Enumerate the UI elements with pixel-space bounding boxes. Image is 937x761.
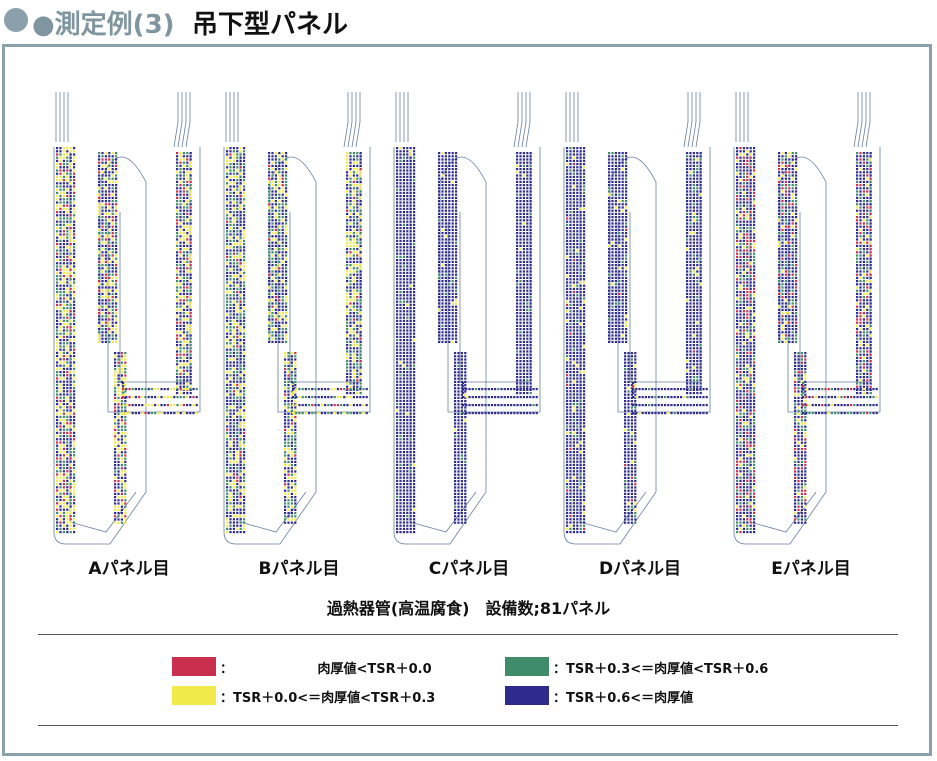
panel-diagram-a [53, 92, 201, 545]
figure-caption: 過熱器管(高温腐食) 設備数;81パネル [326, 599, 611, 618]
panel-label-c: Cパネル目 [428, 559, 510, 579]
panel-diagram-d [563, 92, 711, 545]
legend-text-green: ：TSR＋0.3<＝肉厚値<TSR＋0.6 [553, 662, 769, 677]
legend-item-red: ： 肉厚値<TSR＋0.0 [172, 657, 472, 677]
legend-item-green: ：TSR＋0.3<＝肉厚値<TSR＋0.6 [505, 657, 805, 677]
panel-diagram-c [393, 92, 541, 545]
legend-item-blue: ：TSR＋0.6<＝肉厚値 [505, 686, 805, 706]
legend-text-yellow: ：TSR＋0.0<＝肉厚値<TSR＋0.3 [220, 691, 436, 706]
legend-top-rule [38, 634, 898, 635]
panel-label-a: Aパネル目 [88, 559, 170, 579]
legend-text-blue: ：TSR＋0.6<＝肉厚値 [553, 691, 694, 706]
title-prefix: ●測定例(3) [32, 10, 175, 40]
figure-frame [2, 44, 932, 756]
panel-label-e: Eパネル目 [771, 559, 851, 579]
legend-item-yellow: ：TSR＋0.0<＝肉厚値<TSR＋0.3 [172, 686, 472, 706]
panel-label-b: Bパネル目 [258, 559, 340, 579]
legend-swatch-green [505, 657, 549, 676]
legend-swatch-yellow [172, 686, 216, 705]
bullet-icon [4, 8, 28, 32]
page-title: 吊下型パネル [192, 10, 349, 40]
panel-diagram-b [223, 92, 371, 545]
title-bar: ●測定例(3) 吊下型パネル [0, 0, 937, 44]
panel-diagram-e [733, 92, 881, 545]
legend-bottom-rule [38, 725, 898, 726]
legend-swatch-red [172, 657, 216, 676]
legend-swatch-blue [505, 686, 549, 705]
legend-text-red: ： 肉厚値<TSR＋0.0 [220, 662, 432, 677]
panel-label-d: Dパネル目 [598, 559, 682, 579]
